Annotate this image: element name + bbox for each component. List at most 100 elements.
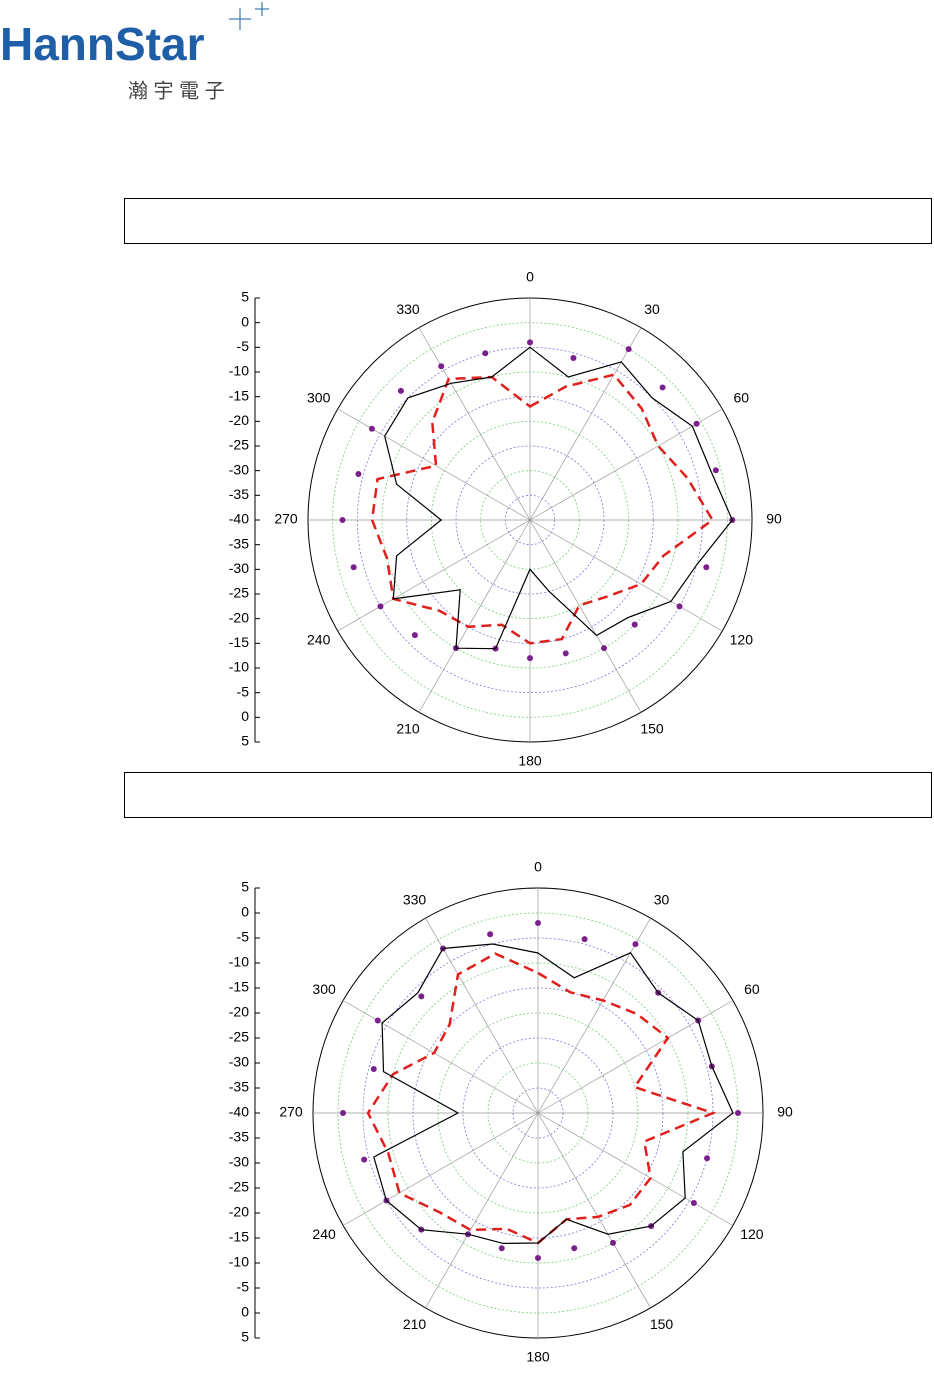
data-point <box>581 936 588 943</box>
angle-label: 60 <box>744 981 760 997</box>
data-point <box>527 339 533 346</box>
radial-tick-label: -20 <box>229 1204 249 1220</box>
angle-label: 30 <box>654 892 670 908</box>
series-line <box>370 373 715 645</box>
spoke <box>529 519 642 713</box>
radial-tick-label: -5 <box>237 1279 250 1295</box>
data-point <box>527 655 533 662</box>
data-point <box>712 467 719 474</box>
radial-tick-label: -15 <box>229 1229 249 1245</box>
data-point <box>659 384 666 391</box>
angle-label: 330 <box>396 301 420 317</box>
radial-tick-label: 5 <box>241 879 249 895</box>
logo-subtitle: 瀚 宇 電 子 <box>128 79 225 102</box>
logo: HannStar <box>0 18 205 70</box>
data-point <box>397 387 404 394</box>
angle-label: 240 <box>312 1226 336 1242</box>
data-point <box>339 517 346 523</box>
caption-box <box>124 198 932 244</box>
data-point <box>601 645 607 652</box>
caption-box <box>124 772 932 818</box>
radial-tick-label: -10 <box>229 659 249 675</box>
spoke <box>529 519 723 632</box>
spoke <box>537 1112 651 1309</box>
radial-tick-label: -40 <box>229 1104 249 1120</box>
angle-label: 60 <box>734 390 750 406</box>
data-point <box>562 650 569 657</box>
angle-label: 270 <box>274 511 298 527</box>
data-point <box>535 920 541 926</box>
radial-tick-label: -10 <box>229 363 249 379</box>
radial-tick-label: -25 <box>229 437 249 453</box>
angle-label: 210 <box>403 1316 427 1332</box>
radial-tick-label: -10 <box>229 954 249 970</box>
radial-tick-label: 0 <box>241 708 249 724</box>
data-point <box>377 603 384 610</box>
data-point <box>704 1155 711 1162</box>
data-point <box>411 632 418 639</box>
angle-label: 90 <box>766 511 782 527</box>
radial-tick-label: -30 <box>229 1054 249 1070</box>
radial-tick-label: -20 <box>229 1004 249 1020</box>
data-point <box>498 1245 505 1252</box>
radial-tick-label: -15 <box>229 387 249 403</box>
radial-tick-label: -15 <box>229 634 249 650</box>
data-point <box>535 1255 541 1261</box>
data-point <box>438 363 445 370</box>
radial-tick-label: -5 <box>237 683 250 699</box>
radial-tick-label: 0 <box>241 313 249 329</box>
angle-label: 330 <box>403 892 427 908</box>
spoke <box>537 1112 734 1226</box>
radial-tick-label: -35 <box>229 1079 249 1095</box>
data-point <box>735 1110 741 1116</box>
spoke <box>342 1112 539 1226</box>
radial-tick-label: -35 <box>229 486 249 502</box>
angle-label: 30 <box>644 301 660 317</box>
spoke <box>418 519 531 713</box>
angle-label: 0 <box>526 269 534 285</box>
data-point <box>632 941 639 948</box>
angle-label: 150 <box>650 1316 674 1332</box>
angle-label: 300 <box>312 981 336 997</box>
radial-tick-label: -5 <box>237 338 250 354</box>
series-line <box>373 943 734 1245</box>
radial-tick-label: -15 <box>229 979 249 995</box>
radial-tick-label: 5 <box>241 733 249 749</box>
angle-label: 300 <box>307 390 331 406</box>
spoke <box>425 1112 539 1309</box>
spoke <box>418 327 531 521</box>
data-point <box>631 621 638 628</box>
data-point <box>610 1239 616 1246</box>
spoke <box>337 519 531 632</box>
radial-tick-label: -30 <box>229 560 249 576</box>
data-point <box>570 354 577 361</box>
data-point <box>693 420 700 427</box>
radial-tick-label: -20 <box>229 412 249 428</box>
data-point <box>487 931 494 938</box>
data-point <box>368 425 375 432</box>
radial-tick-label: -20 <box>229 609 249 625</box>
radial-tick-label: 5 <box>241 1329 249 1345</box>
angle-label: 0 <box>534 859 542 875</box>
angle-label: 270 <box>279 1104 303 1120</box>
radial-tick-label: -25 <box>229 585 249 601</box>
angle-label: 180 <box>518 753 542 769</box>
radial-tick-label: -35 <box>229 535 249 551</box>
angle-label: 240 <box>307 632 331 648</box>
data-point <box>374 1017 381 1024</box>
spoke <box>537 917 651 1114</box>
data-point <box>571 1245 578 1252</box>
radial-tick-label: -30 <box>229 461 249 477</box>
data-point <box>676 603 683 610</box>
radial-tick-label: -35 <box>229 1129 249 1145</box>
angle-label: 180 <box>526 1349 550 1365</box>
data-point <box>482 350 489 357</box>
data-point <box>418 993 425 1000</box>
angle-label: 210 <box>396 720 420 736</box>
spoke <box>337 408 531 521</box>
radial-tick-label: -25 <box>229 1179 249 1195</box>
radial-tick-label: -25 <box>229 1029 249 1045</box>
radial-tick-label: 0 <box>241 904 249 920</box>
